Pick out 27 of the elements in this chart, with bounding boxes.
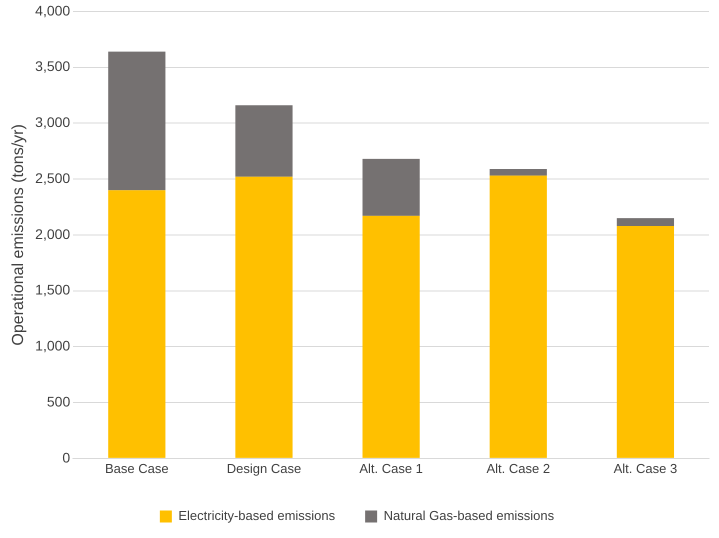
y-tick-label: 500 xyxy=(46,393,70,410)
bar xyxy=(108,190,166,458)
bar xyxy=(490,168,547,176)
x-tick-label: Alt. Case 1 xyxy=(359,460,423,476)
y-tick-label: 2,000 xyxy=(35,226,70,242)
y-tick-label: 4,000 xyxy=(35,2,70,18)
y-tick-label: 1,500 xyxy=(35,282,70,298)
y-tick-label: 3,000 xyxy=(35,114,70,130)
y-tick-label: 3,500 xyxy=(35,58,70,74)
y-axis-title: Operational emissions (tons/yr) xyxy=(10,124,28,346)
bar xyxy=(108,52,166,190)
legend-label: Natural Gas-based emissions xyxy=(384,508,555,524)
bar xyxy=(616,218,674,226)
x-tick-label: Alt. Case 2 xyxy=(486,460,550,476)
bar xyxy=(235,105,293,177)
y-tick-label: 2,500 xyxy=(35,170,70,186)
bar xyxy=(235,176,293,458)
y-tick-label: 1,000 xyxy=(35,338,70,354)
bar xyxy=(616,226,674,458)
y-tick-label: 0 xyxy=(62,449,70,466)
x-tick-label: Design Case xyxy=(226,460,302,476)
bar xyxy=(362,158,420,216)
x-tick-label: Alt. Case 3 xyxy=(614,460,678,476)
legend-label: Electricity-based emissions xyxy=(178,508,336,524)
x-tick-label: Base Case xyxy=(105,460,169,476)
bar xyxy=(362,216,420,458)
bar xyxy=(490,176,547,458)
